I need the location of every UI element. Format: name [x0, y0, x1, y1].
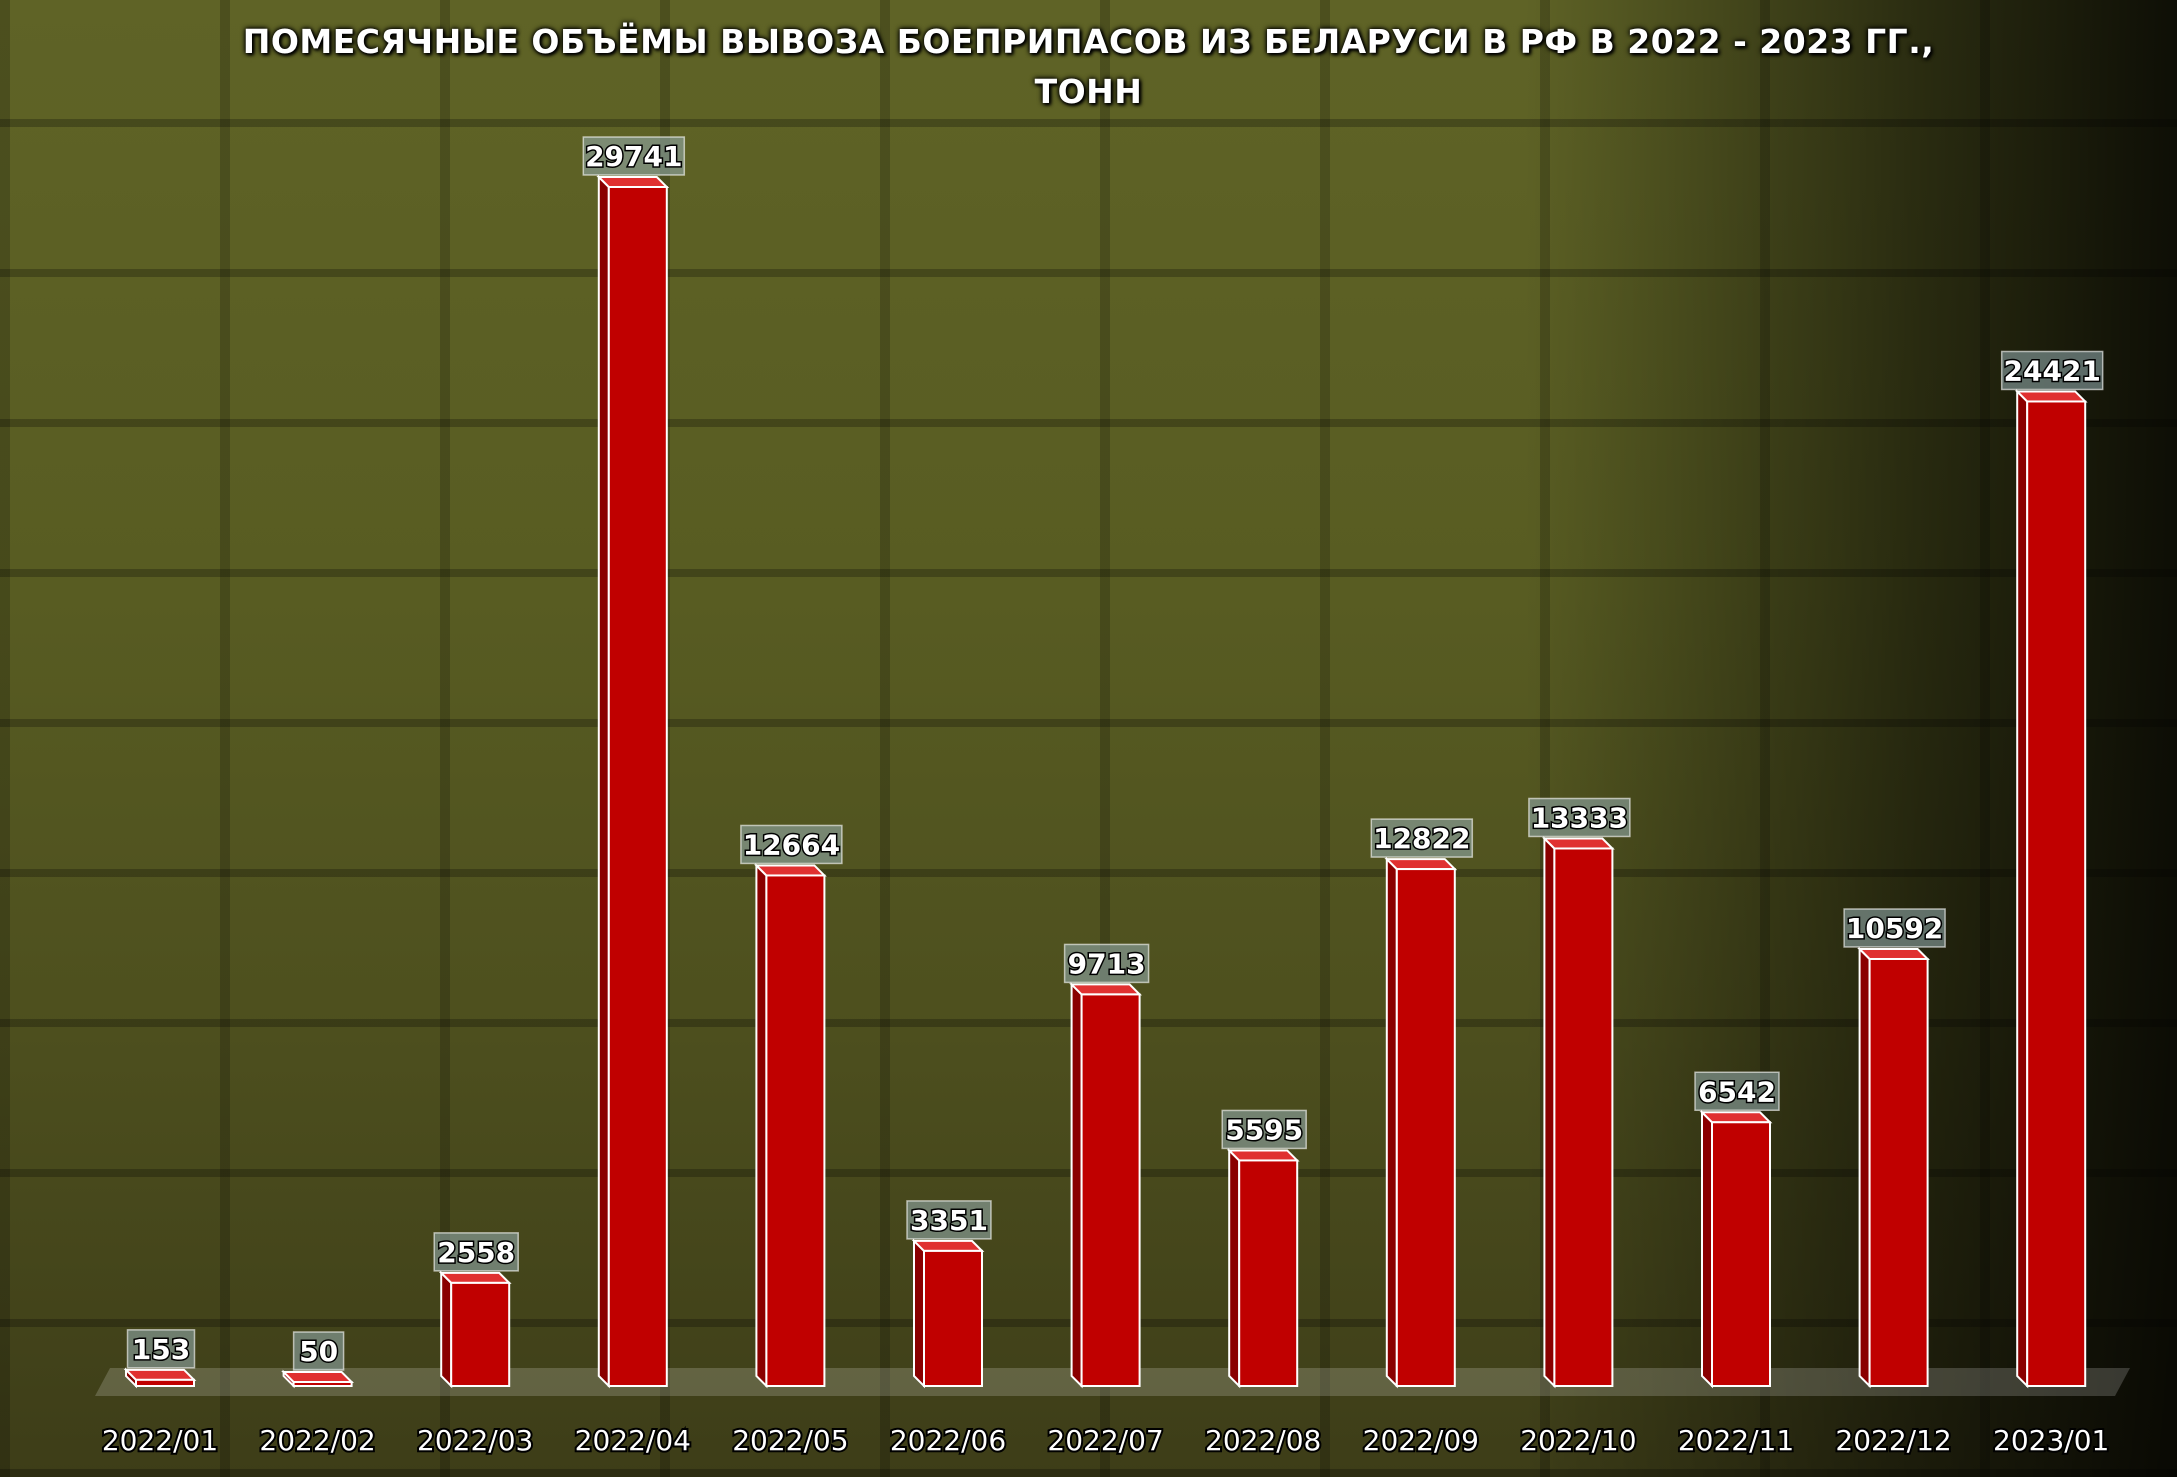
bar	[292, 1381, 353, 1387]
x-tick-label: 2022/02	[259, 1424, 375, 1457]
bar-side	[1385, 856, 1398, 1389]
data-label: 13333	[1531, 801, 1628, 834]
bar	[923, 1249, 983, 1388]
bar	[607, 186, 668, 1387]
data-label: 9713	[1068, 947, 1146, 980]
chart-title: ПОМЕСЯЧНЫЕ ОБЪЁМЫ ВЫВОЗА БОЕПРИПАСОВ ИЗ …	[242, 22, 1935, 61]
bar-top	[1069, 983, 1143, 996]
bar-side	[1701, 1109, 1713, 1389]
data-label-box	[1370, 818, 1474, 858]
bar-top	[438, 1271, 512, 1284]
x-tick-label: 2022/06	[890, 1424, 1006, 1457]
bar-group: 12822	[1370, 818, 1474, 1389]
data-label-box	[1843, 908, 1946, 948]
bar-top	[1541, 837, 1615, 850]
x-tick-label: 2022/03	[417, 1424, 533, 1457]
data-label-box	[2000, 350, 2104, 391]
bar-top	[596, 176, 670, 188]
bar-side	[2016, 389, 2029, 1389]
bar-group: 12664	[740, 824, 843, 1389]
bar-group: 2558	[433, 1232, 519, 1389]
x-tick-label: 2022/10	[1520, 1424, 1636, 1457]
bar-top	[1699, 1111, 1773, 1124]
bar	[1868, 957, 1929, 1387]
x-tick-label: 2022/07	[1047, 1424, 1163, 1457]
bar	[765, 874, 826, 1387]
data-label: 24421	[2003, 354, 2100, 387]
x-tick-label: 2022/08	[1205, 1424, 1321, 1457]
x-tick-label: 2022/09	[1363, 1424, 1479, 1457]
data-label: 12664	[743, 828, 840, 861]
bar-top	[1384, 858, 1458, 871]
x-tick-label: 2023/01	[1993, 1424, 2109, 1457]
data-label: 2558	[437, 1236, 515, 1269]
bar	[1395, 868, 1456, 1387]
data-label: 3351	[910, 1204, 988, 1237]
bar-side	[1543, 836, 1556, 1389]
bar-group: 24421	[2000, 350, 2104, 1389]
bar-side	[913, 1238, 925, 1389]
bar-top	[123, 1368, 197, 1381]
bar-group: 29741	[582, 136, 686, 1389]
bar-group: 13333	[1528, 797, 1631, 1389]
bar	[1238, 1159, 1299, 1388]
bar-group: 10592	[1843, 908, 1946, 1389]
bar-side	[1070, 982, 1083, 1389]
x-tick-label: 2022/11	[1678, 1424, 1794, 1457]
bar-side	[440, 1270, 453, 1389]
data-label: 12822	[1373, 822, 1470, 855]
bar	[2026, 400, 2087, 1387]
bar	[1553, 847, 1614, 1387]
bar-group: 9713	[1063, 943, 1150, 1389]
bar-top	[2014, 390, 2088, 403]
bar-side	[1228, 1148, 1241, 1389]
data-label-box	[906, 1200, 992, 1240]
data-label: 153	[132, 1333, 190, 1366]
data-label-box	[582, 136, 686, 176]
bar	[1080, 993, 1141, 1387]
data-label-box	[1063, 943, 1150, 984]
data-label-box	[433, 1232, 519, 1272]
bar-group: 3351	[906, 1200, 992, 1389]
x-tick-label: 2022/05	[732, 1424, 848, 1457]
bar-group: 153	[123, 1329, 197, 1389]
bar-group: 5595	[1221, 1109, 1307, 1389]
bar-top	[281, 1371, 355, 1383]
bar	[450, 1281, 511, 1388]
data-label-box	[292, 1331, 345, 1371]
x-tick-label: 2022/12	[1835, 1424, 1951, 1457]
bar-side	[1858, 946, 1871, 1389]
data-label: 10592	[1846, 912, 1943, 945]
bar-top	[1226, 1149, 1300, 1162]
data-label: 29741	[585, 140, 682, 173]
bar-group: 50	[281, 1331, 355, 1389]
data-label-box	[126, 1329, 196, 1369]
data-label-box	[1694, 1071, 1780, 1112]
bar	[135, 1378, 195, 1388]
bar-top	[1857, 947, 1931, 960]
bar-top	[911, 1239, 985, 1252]
data-label-box	[1528, 797, 1631, 838]
bar-group: 6542	[1694, 1071, 1780, 1389]
data-label: 5595	[1225, 1113, 1303, 1146]
bar	[1711, 1121, 1771, 1387]
bar-top	[753, 864, 827, 877]
chart-subtitle: ТОНН	[1034, 72, 1143, 111]
bar-side	[597, 174, 610, 1389]
bar-side	[755, 863, 768, 1389]
x-tick-label: 2022/01	[102, 1424, 218, 1457]
data-label-box	[740, 824, 843, 865]
data-label: 50	[299, 1335, 338, 1368]
x-tick-label: 2022/04	[575, 1424, 691, 1457]
data-label: 6542	[1698, 1075, 1776, 1108]
data-label-box	[1221, 1109, 1307, 1150]
